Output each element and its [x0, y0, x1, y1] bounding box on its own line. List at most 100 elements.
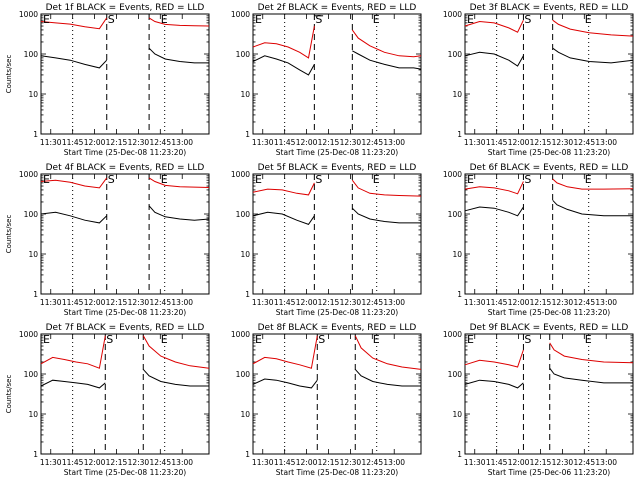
marker-e-left: E — [255, 173, 262, 186]
marker-s: S — [315, 173, 322, 186]
x-axis-label: Start Time (25-Dec-08 11:23:20) — [276, 148, 398, 157]
y-tick-label: 10 — [452, 250, 462, 259]
plot-frame — [464, 173, 634, 295]
x-tick-label: 12:45 — [149, 458, 171, 467]
x-tick-label: 11:30 — [252, 458, 274, 467]
y-axis-label: Counts/sec — [5, 215, 13, 254]
panel-title: Det 1f BLACK = Events, RED = LLD — [46, 3, 205, 13]
y-tick-label: 1 — [457, 450, 462, 459]
panel-4: Det 4f BLACK = Events, RED = LLD 1 10 100 10… — [5, 163, 210, 317]
x-tick-label: 11:30 — [252, 298, 274, 307]
marker-e-right: E — [161, 13, 168, 26]
x-tick-label: 12:00 — [508, 298, 530, 307]
x-tick-label: 13:00 — [171, 298, 193, 307]
y-tick-label: 100 — [448, 50, 463, 59]
x-tick-label: 12:45 — [149, 138, 171, 147]
y-tick-label: 1 — [457, 130, 462, 139]
series-lld-line — [549, 342, 634, 364]
y-tick-label: 1000 — [231, 170, 250, 179]
x-tick-label: 12:30 — [340, 458, 362, 467]
y-tick-label: 1 — [245, 290, 250, 299]
x-tick-label: 13:00 — [171, 458, 193, 467]
series-lld-line — [252, 182, 315, 196]
x-tick-label: 12:30 — [552, 298, 574, 307]
x-tick-label: 12:45 — [361, 138, 383, 147]
y-tick-label: 1 — [33, 130, 38, 139]
x-tick-label: 12:00 — [508, 138, 530, 147]
plot-frame — [40, 173, 210, 295]
x-tick-label: 12:45 — [361, 458, 383, 467]
series-events-line — [552, 199, 633, 217]
plot-frame — [252, 13, 422, 135]
x-axis-label: Start Time (25-Dec-08 11:23:20) — [276, 308, 398, 317]
series-lld-line — [252, 335, 318, 369]
series-events-line — [464, 206, 524, 217]
x-tick-label: 13:00 — [595, 138, 617, 147]
x-axis-label: Start Time (25-Dec-08 11:23:20) — [64, 468, 186, 477]
y-tick-label: 1 — [457, 290, 462, 299]
x-tick-label: 12:15 — [530, 138, 552, 147]
y-tick-label: 1000 — [19, 10, 38, 19]
marker-s: S — [524, 13, 531, 26]
x-tick-label: 12:00 — [296, 138, 318, 147]
marker-e-right: E — [373, 173, 380, 186]
series-events-line — [252, 378, 318, 389]
y-tick-label: 1000 — [443, 330, 462, 339]
x-tick-label: 13:00 — [171, 138, 193, 147]
series-events-line — [354, 369, 421, 387]
y-tick-label: 10 — [28, 250, 38, 259]
y-axis-label: Counts/sec — [5, 375, 13, 414]
y-tick-label: 10 — [240, 90, 250, 99]
x-tick-label: 13:00 — [595, 458, 617, 467]
series-lld-line — [351, 29, 422, 58]
series-events-line — [252, 211, 315, 226]
y-tick-label: 1 — [33, 290, 38, 299]
y-axis-label: Counts/sec — [5, 55, 13, 94]
y-tick-label: 100 — [24, 50, 39, 59]
x-axis-label: Start Time (25-Dec-08 11:23:20) — [64, 148, 186, 157]
series-lld-line — [148, 17, 210, 27]
marker-e-right: E — [161, 333, 168, 346]
y-tick-label: 1000 — [231, 10, 250, 19]
plot-frame — [40, 13, 210, 135]
marker-s: S — [524, 173, 531, 186]
x-tick-label: 12:15 — [530, 298, 552, 307]
series-lld-line — [464, 19, 524, 33]
y-tick-label: 100 — [236, 210, 251, 219]
series-lld-line — [464, 181, 524, 195]
marker-s: S — [108, 13, 115, 26]
marker-s: S — [524, 333, 531, 346]
y-tick-label: 10 — [28, 410, 38, 419]
marker-e-left: E — [467, 173, 474, 186]
plot-frame — [252, 333, 422, 455]
marker-e-left: E — [255, 333, 262, 346]
x-tick-label: 11:45 — [62, 458, 84, 467]
x-tick-label: 12:30 — [552, 458, 574, 467]
x-tick-label: 12:15 — [318, 458, 340, 467]
x-tick-label: 11:30 — [40, 298, 62, 307]
y-tick-label: 10 — [452, 410, 462, 419]
panel-title: Det 4f BLACK = Events, RED = LLD — [46, 163, 205, 173]
x-tick-label: 13:00 — [595, 298, 617, 307]
x-tick-label: 13:00 — [383, 138, 405, 147]
y-tick-label: 1 — [245, 130, 250, 139]
x-axis-label: Start Time (25-Dec-08 11:23:20) — [488, 148, 610, 157]
y-tick-label: 100 — [236, 370, 251, 379]
x-tick-label: 12:30 — [128, 138, 150, 147]
series-events-line — [464, 379, 524, 389]
x-tick-label: 11:30 — [252, 138, 274, 147]
marker-e-left: E — [467, 13, 474, 26]
x-tick-label: 12:00 — [296, 298, 318, 307]
panel-6: Det 6f BLACK = Events, RED = LLD 1 10 100 10… — [443, 163, 634, 317]
x-tick-label: 11:30 — [464, 138, 486, 147]
series-lld-line — [148, 177, 210, 188]
marker-e-left: E — [43, 13, 50, 26]
x-tick-label: 12:15 — [106, 138, 128, 147]
x-tick-label: 11:45 — [62, 298, 84, 307]
y-tick-label: 100 — [24, 370, 39, 379]
marker-e-right: E — [585, 13, 592, 26]
series-events-line — [252, 55, 315, 76]
panel-3: Det 3f BLACK = Events, RED = LLD 1 10 100 10… — [443, 3, 634, 157]
panel-8: Det 8f BLACK = Events, RED = LLD 1 10 100 10… — [231, 323, 422, 477]
series-lld-line — [354, 335, 422, 370]
